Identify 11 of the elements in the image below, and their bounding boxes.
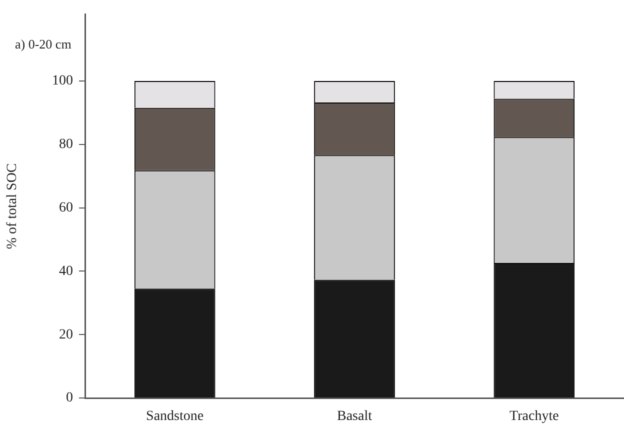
y-tick-label: 20 [59,327,73,342]
y-tick-label: 40 [59,264,73,279]
x-tick-label: Trachyte [510,409,559,424]
y-axis-title: % of total SOC [5,163,20,250]
text: a) 0-20 cm [15,36,72,52]
y-tick-label: 0 [66,390,73,406]
y-tick-label: 100 [52,74,73,89]
x-tick-label: Basalt [337,409,372,424]
x-tick-label: Sandstone [146,409,204,424]
y-tick-label: 80 [59,137,73,152]
y-tick-label: 60 [59,200,73,216]
